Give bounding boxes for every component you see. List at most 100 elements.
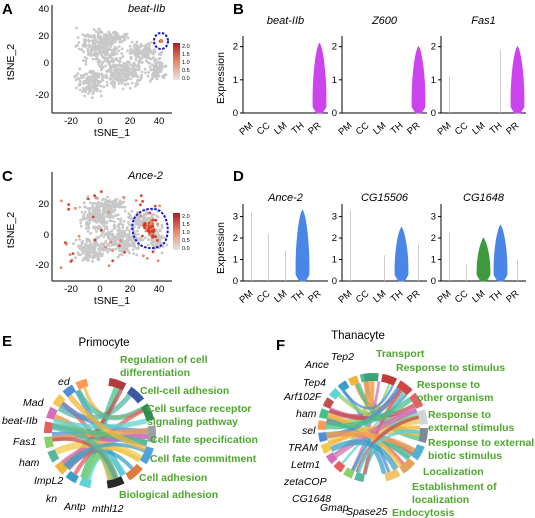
tsne-point — [94, 255, 97, 258]
tsne-point — [135, 54, 139, 58]
tsne-point — [153, 59, 156, 63]
tsne-point — [105, 35, 108, 39]
tsne-point — [105, 199, 108, 203]
tsne-point — [98, 36, 101, 40]
tsne-point — [99, 234, 103, 237]
tsne-point — [148, 65, 152, 69]
tsne-point — [151, 68, 155, 71]
tsne-point — [91, 57, 95, 61]
tsne-point — [83, 73, 87, 76]
tsne-point — [85, 256, 89, 259]
tsne-point — [94, 57, 98, 61]
violin-ytick: 3 — [233, 212, 238, 223]
violin-ytick: 0 — [233, 108, 238, 119]
violin-category: PM — [336, 120, 354, 138]
panel-a-points — [73, 26, 168, 100]
tsne-point — [74, 256, 77, 260]
panel-c-colorbar-tick: 2.0 — [182, 214, 190, 220]
tsne-point — [134, 84, 137, 88]
tsne-point — [92, 28, 96, 32]
tsne-point — [110, 43, 114, 46]
panel-a-xlabel: tSNE_1 — [94, 127, 130, 139]
tsne-point-expressing — [150, 224, 154, 228]
tsne-point-expressing — [150, 232, 154, 236]
tsne-point — [97, 75, 101, 79]
tsne-point-expressing — [153, 235, 157, 239]
tsne-point-expressing — [141, 200, 145, 203]
chord-ribbon — [82, 453, 115, 481]
tsne-point — [119, 219, 122, 223]
tsne-point — [127, 212, 131, 216]
violin-category: CC — [255, 288, 273, 305]
tsne-point — [131, 74, 135, 78]
tsne-point — [99, 204, 103, 207]
tsne-point — [161, 245, 165, 248]
tsne-point — [94, 76, 98, 80]
tsne-point — [107, 35, 111, 39]
tsne-point-expressing — [144, 229, 148, 233]
tsne-point — [144, 236, 147, 240]
chord-arc — [333, 460, 346, 473]
tsne-point — [106, 195, 109, 199]
panel-c-label: C — [2, 168, 13, 185]
tsne-point — [83, 34, 87, 38]
tsne-point — [112, 63, 116, 67]
violin-shape — [493, 224, 508, 282]
tsne-point — [80, 48, 84, 52]
tsne-point — [77, 41, 81, 44]
tsne-point — [114, 213, 118, 217]
chord-arc — [411, 444, 425, 461]
chord-arc — [62, 384, 76, 398]
tsne-point — [113, 30, 117, 34]
panel-f-gene: TRAM — [288, 442, 318, 454]
tsne-point — [153, 71, 157, 75]
violin-category: LM — [272, 120, 289, 137]
tsne-point — [81, 33, 85, 37]
panel-c-colorbar-tick: 1.0 — [182, 230, 190, 236]
tsne-point — [163, 65, 167, 68]
panel-e-gene: ed — [58, 376, 71, 388]
panel-f: F Thanacyte Tep2 Ance Tep4 Arf102F ham s… — [276, 330, 534, 518]
tsne-point — [81, 258, 85, 262]
tsne-point-expressing — [146, 256, 149, 260]
tsne-point — [155, 214, 159, 218]
tsne-point — [126, 49, 129, 53]
tsne-point — [139, 51, 143, 55]
tsne-point — [139, 236, 143, 240]
tsne-point — [105, 40, 109, 43]
tsne-point — [100, 40, 104, 44]
tsne-point — [101, 246, 104, 250]
tsne-point — [129, 77, 133, 81]
violin-ytick: 3 — [431, 212, 436, 223]
tsne-point-expressing — [70, 259, 73, 263]
tsne-point — [89, 54, 93, 57]
panel-f-term: localization — [412, 494, 469, 506]
tsne-point — [84, 252, 88, 256]
tsne-point — [99, 89, 102, 93]
tsne-point — [134, 233, 138, 237]
violin-category: PM — [435, 120, 453, 138]
tsne-point — [102, 33, 106, 37]
chord-arc — [322, 397, 335, 409]
tsne-point — [86, 86, 90, 90]
chord-arc — [354, 472, 365, 483]
tsne-point-expressing — [91, 215, 95, 219]
tsne-point — [102, 207, 105, 210]
violin-category: PM — [336, 288, 354, 306]
tsne-point — [79, 218, 82, 222]
panel-c-points — [59, 190, 169, 270]
violin-category: PR — [405, 120, 422, 137]
violin-ytick: 2 — [233, 42, 238, 53]
tsne-point — [144, 45, 148, 49]
tsne-point — [99, 68, 103, 72]
tsne-point — [137, 226, 141, 230]
tsne-point — [120, 82, 124, 85]
violin-category: CC — [354, 288, 372, 305]
violin-category: TH — [290, 288, 307, 305]
tsne-point — [135, 218, 138, 221]
tsne-point — [80, 246, 84, 250]
tsne-point — [112, 227, 116, 231]
tsne-point — [128, 251, 131, 255]
tsne-point — [156, 236, 160, 240]
tsne-point — [110, 37, 114, 40]
